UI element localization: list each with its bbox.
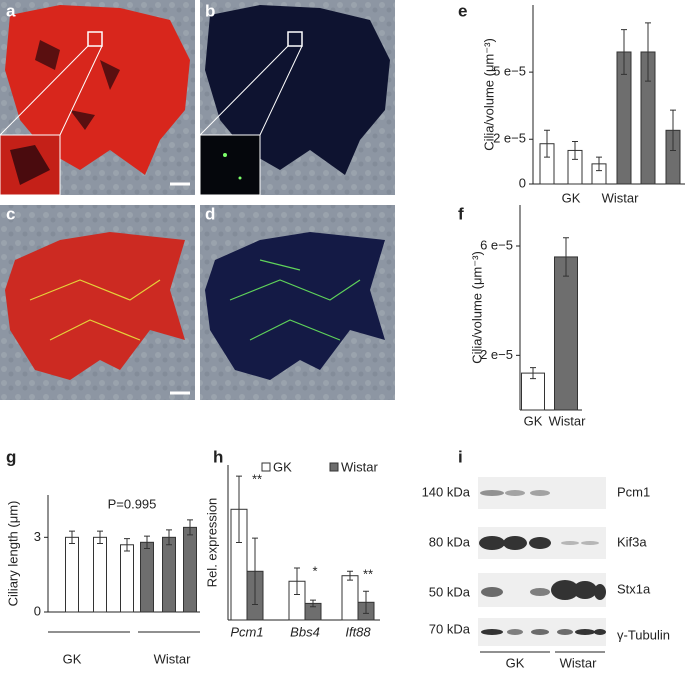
error-bar: [596, 156, 602, 172]
y-tick-label: 5 e−5: [493, 64, 526, 79]
panel-label: i: [458, 447, 463, 466]
error-bar: [144, 535, 150, 550]
panel-label: f: [458, 204, 464, 223]
error-bar: [563, 237, 569, 277]
error-bar: [166, 529, 172, 546]
error-bar: [363, 590, 369, 614]
error-bar: [621, 29, 627, 75]
protein-label: Kif3a: [617, 534, 647, 549]
marker-label: 140 kDa: [422, 484, 471, 499]
panel-label: e: [458, 1, 467, 20]
bar: [140, 541, 154, 613]
error-bar: [252, 537, 258, 605]
panel-label: d: [205, 204, 215, 223]
x-tick-label: Bbs4: [290, 624, 320, 639]
x-tick-label: Pcm1: [230, 624, 263, 639]
legend-label: Wistar: [341, 459, 379, 474]
error-bar: [544, 129, 550, 158]
y-axis-label: Rel. expression: [204, 498, 219, 588]
y-tick-label: 2 e−5: [480, 347, 513, 362]
bar: [162, 536, 176, 613]
y-tick-label: 3: [34, 529, 41, 544]
x-tick-label: Ift88: [345, 624, 371, 639]
y-axis-label: Cilia/volume (μm⁻³): [469, 251, 484, 364]
panel-label: h: [213, 447, 223, 466]
group-label: GK: [63, 651, 82, 666]
legend-swatch: [329, 462, 339, 472]
bar: [93, 536, 107, 613]
blot: [478, 477, 606, 653]
error-bar: [347, 570, 353, 581]
y-tick-label: 2 e−5: [493, 131, 526, 146]
bar: [65, 536, 79, 613]
error-bar: [97, 530, 103, 545]
group-label: GK: [506, 655, 525, 670]
group-label: Wistar: [560, 655, 598, 670]
protein-label: γ-Tubulin: [617, 627, 670, 642]
y-tick-label: 6 e−5: [480, 237, 513, 252]
error-bar: [69, 530, 75, 545]
group-label: GK: [524, 413, 543, 428]
micrograph-a: [0, 0, 195, 196]
legend-swatch: [261, 462, 271, 472]
error-bar: [294, 567, 300, 596]
y-tick-label: 0: [519, 175, 526, 190]
bar: [183, 526, 197, 613]
error-bar: [310, 599, 316, 608]
bar: [341, 575, 359, 621]
y-axis-label: Cilia/volume (μm⁻³): [481, 38, 496, 151]
micrograph-d: [200, 205, 395, 400]
panel-label: c: [6, 204, 15, 223]
group-label: GK: [562, 190, 581, 205]
significance: **: [363, 567, 373, 582]
error-bar: [572, 140, 578, 160]
group-label: Wistar: [602, 190, 640, 205]
group-label: Wistar: [549, 413, 587, 428]
error-bar: [670, 109, 676, 151]
significance: *: [312, 563, 317, 578]
error-bar: [187, 519, 193, 536]
group-label: Wistar: [154, 651, 192, 666]
error-bar: [124, 538, 130, 552]
error-bar: [530, 367, 536, 380]
marker-label: 50 kDa: [429, 584, 471, 599]
error-bar: [645, 22, 651, 82]
significance: **: [252, 472, 262, 487]
panel-label: b: [205, 1, 215, 20]
protein-label: Pcm1: [617, 484, 650, 499]
error-bar: [236, 475, 242, 543]
marker-label: 80 kDa: [429, 534, 471, 549]
bar: [120, 544, 134, 613]
panel-label: a: [6, 1, 16, 20]
y-tick-label: 0: [34, 603, 41, 618]
bar: [554, 256, 578, 411]
annotation: P=0.995: [108, 496, 157, 511]
panel-label: g: [6, 447, 16, 466]
legend-label: GK: [273, 459, 292, 474]
marker-label: 70 kDa: [429, 621, 471, 636]
micrograph-b: [199, 0, 395, 196]
micrograph-c: [0, 205, 195, 400]
protein-label: Stx1a: [617, 581, 651, 596]
y-axis-label: Ciliary length (μm): [5, 501, 20, 607]
